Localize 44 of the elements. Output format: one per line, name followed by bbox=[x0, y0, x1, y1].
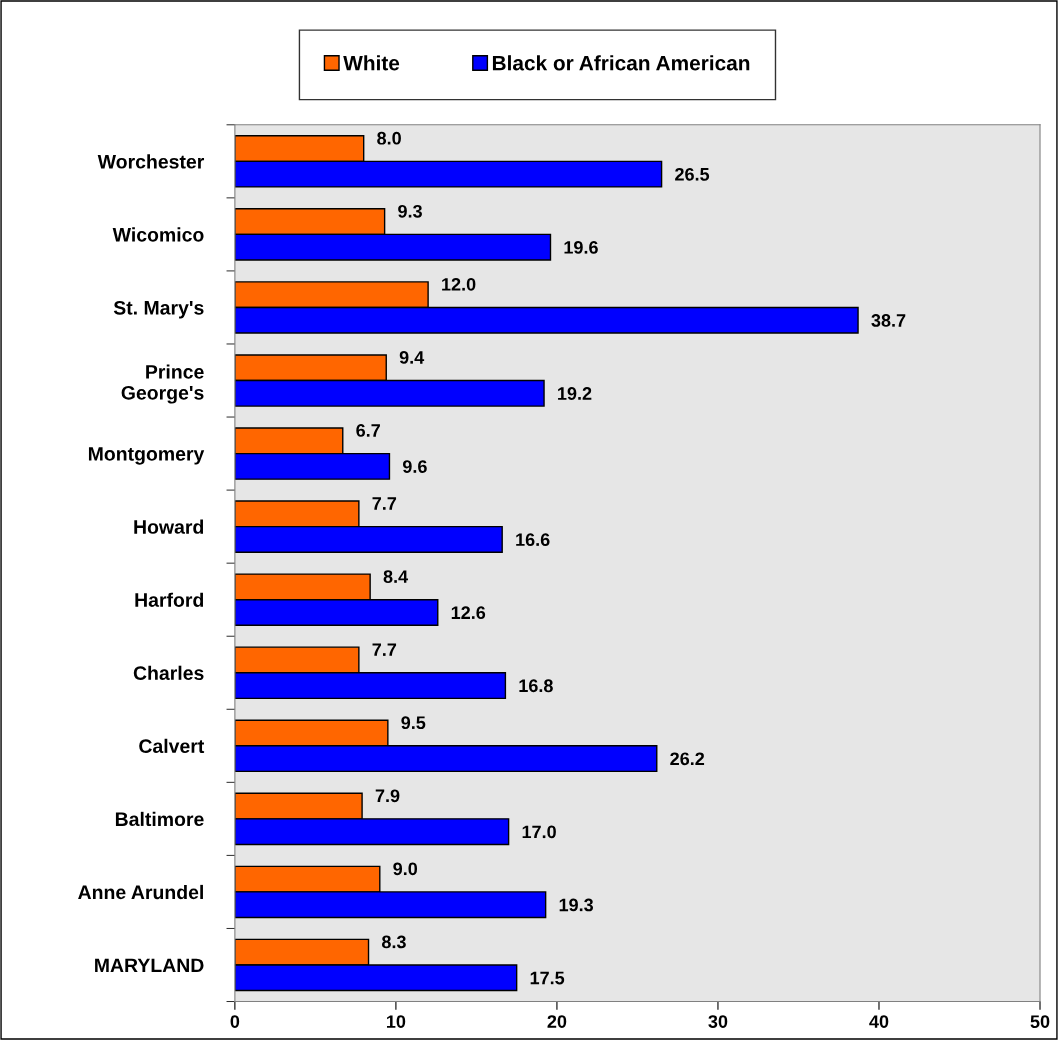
data-label: 17.0 bbox=[522, 825, 556, 839]
y-tick-label: Anne Arundel bbox=[78, 884, 203, 900]
y-tick-label: Harford bbox=[135, 592, 204, 607]
data-label: 9.5 bbox=[401, 716, 426, 730]
x-tick-label: 30 bbox=[708, 1015, 728, 1028]
x-tick-label: 50 bbox=[1030, 1015, 1050, 1028]
y-tick-label: St. Mary's bbox=[113, 300, 204, 319]
y-tick-label: Charles bbox=[133, 665, 204, 680]
data-label: 12.6 bbox=[451, 606, 486, 620]
data-label: 19.3 bbox=[559, 898, 594, 912]
y-tick-label: Worchester bbox=[97, 154, 205, 169]
data-label: 16.6 bbox=[516, 533, 550, 547]
y-tick-label: Wicomico bbox=[112, 227, 204, 242]
data-label: 9.3 bbox=[398, 204, 422, 218]
y-tick-label: Howard bbox=[134, 519, 204, 534]
y-tick-label: Baltimore bbox=[115, 811, 204, 827]
data-label: 38.7 bbox=[871, 314, 906, 327]
x-tick-label: 0 bbox=[230, 1015, 240, 1028]
y-tick-label: Calvert bbox=[139, 738, 205, 754]
x-tick-label: 20 bbox=[547, 1015, 567, 1028]
data-label: 17.5 bbox=[530, 971, 565, 985]
data-label: 9.4 bbox=[399, 351, 425, 364]
data-label: 8.4 bbox=[383, 570, 409, 583]
data-label: 12.0 bbox=[442, 277, 476, 291]
data-label: 9.6 bbox=[402, 460, 427, 473]
data-label: 16.8 bbox=[519, 679, 553, 693]
data-label: 8.0 bbox=[377, 131, 401, 145]
y-tick-label: Prince George's bbox=[121, 364, 204, 404]
x-tick-label: 40 bbox=[869, 1015, 889, 1028]
data-label: 9.0 bbox=[393, 862, 418, 876]
legend-label: Black or African American bbox=[492, 55, 750, 71]
data-label: 7.9 bbox=[375, 789, 400, 803]
x-tick-label: 10 bbox=[387, 1015, 406, 1028]
data-label: 8.3 bbox=[381, 935, 406, 949]
data-label: 19.6 bbox=[564, 240, 598, 254]
y-tick-label: MARYLAND bbox=[95, 958, 204, 973]
data-label: 26.2 bbox=[670, 752, 705, 766]
data-label: 26.5 bbox=[675, 167, 710, 181]
legend-label: White bbox=[343, 55, 400, 71]
data-label: 7.7 bbox=[372, 643, 397, 656]
data-label: 7.7 bbox=[372, 497, 397, 510]
data-label: 19.2 bbox=[558, 387, 592, 400]
data-label: 6.7 bbox=[356, 424, 380, 437]
y-tick-label: Montgomery bbox=[88, 447, 205, 465]
